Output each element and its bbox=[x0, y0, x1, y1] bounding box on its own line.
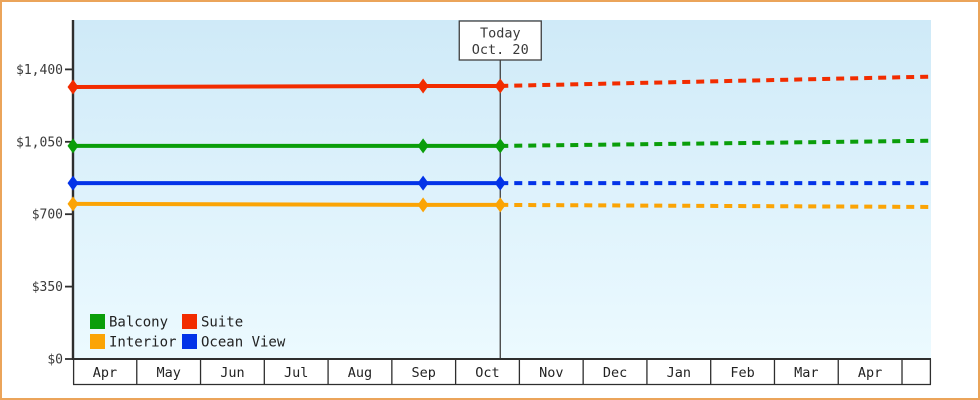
x-axis-month-label: Oct bbox=[475, 365, 499, 381]
series-marker-suite bbox=[417, 78, 429, 94]
x-axis-month-label: Sep bbox=[412, 365, 436, 381]
series-line-interior bbox=[72, 201, 501, 207]
x-axis-month-label: Mar bbox=[794, 365, 818, 381]
x-axis-month-label: Feb bbox=[730, 365, 754, 381]
legend-swatch-interior bbox=[90, 334, 105, 349]
series-marker-suite bbox=[494, 78, 506, 94]
series-marker-interior bbox=[67, 196, 79, 212]
x-axis-month-label: Nov bbox=[539, 365, 563, 381]
series-marker-ocean-view bbox=[67, 175, 79, 191]
series-marker-ocean-view bbox=[494, 175, 506, 191]
legend-label-interior: Interior bbox=[109, 335, 176, 351]
y-axis-tick-label: $0 bbox=[47, 353, 63, 368]
legend-label-ocean-view: Ocean View bbox=[201, 335, 286, 351]
series-marker-ocean-view bbox=[417, 175, 429, 191]
today-date-label: Oct. 20 bbox=[472, 42, 529, 58]
x-axis-month-label: Aug bbox=[348, 365, 372, 381]
series-marker-balcony bbox=[494, 138, 506, 154]
x-axis-month-label: Jul bbox=[284, 365, 308, 381]
series-projected-line-interior bbox=[500, 202, 931, 209]
x-axis-month-label: Apr bbox=[858, 365, 882, 381]
x-axis-month-label: Dec bbox=[603, 365, 627, 381]
x-axis-month-label: Apr bbox=[93, 365, 117, 381]
x-axis-month-label: Jan bbox=[667, 365, 691, 381]
x-axis-strip bbox=[73, 359, 931, 385]
series-projected-line-balcony bbox=[500, 138, 931, 148]
legend-label-suite: Suite bbox=[201, 315, 243, 331]
today-annotation-box bbox=[458, 20, 542, 61]
series-line-suite bbox=[72, 83, 501, 89]
legend-swatch-balcony bbox=[90, 314, 105, 329]
series-projected-line-suite bbox=[500, 74, 931, 88]
y-axis-tick-label: $1,400 bbox=[16, 63, 63, 78]
today-label: Today bbox=[480, 26, 521, 42]
y-axis-tick-label: $1,050 bbox=[16, 135, 63, 150]
legend-swatch-suite bbox=[182, 314, 197, 329]
series-marker-interior bbox=[494, 197, 506, 213]
y-axis-tick-label: $700 bbox=[32, 208, 63, 223]
series-marker-balcony bbox=[67, 138, 79, 154]
plot-area bbox=[73, 20, 931, 359]
legend-label-balcony: Balcony bbox=[109, 315, 168, 331]
series-marker-interior bbox=[417, 197, 429, 213]
series-marker-suite bbox=[67, 79, 79, 95]
x-axis-month-label: Jun bbox=[220, 365, 244, 381]
x-axis-month-label: May bbox=[156, 365, 180, 381]
legend-swatch-ocean-view bbox=[182, 334, 197, 349]
y-axis-tick-label: $350 bbox=[32, 280, 63, 295]
series-marker-balcony bbox=[417, 138, 429, 154]
